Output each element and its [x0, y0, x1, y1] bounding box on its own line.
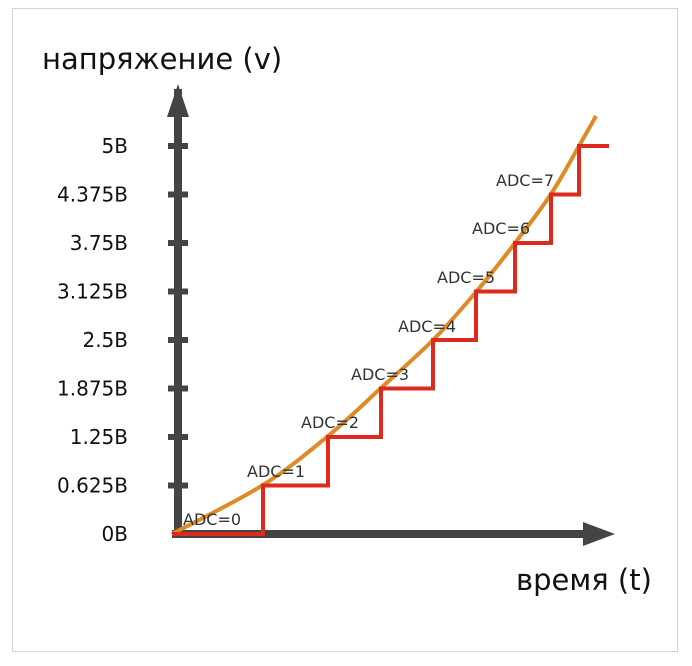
y-tick-label: 0B — [102, 522, 128, 546]
y-tick-label: 5B — [102, 134, 128, 158]
y-axis-title: напряжение (v) — [42, 42, 282, 76]
x-axis-title: время (t) — [516, 563, 652, 597]
adc-label: ADC=7 — [496, 171, 554, 190]
y-tick-label: 3.125B — [57, 280, 128, 304]
adc-label: ADC=0 — [183, 510, 241, 529]
x-axis-arrow — [583, 522, 615, 546]
y-tick-label: 1.875B — [57, 377, 128, 401]
y-tick-label: 3.75B — [70, 231, 128, 255]
adc-label: ADC=1 — [247, 462, 305, 481]
adc-step-line — [172, 144, 609, 536]
y-tick-label: 0.625B — [57, 474, 128, 498]
y-tick-label: 2.5B — [82, 328, 128, 352]
y-tick-label: 4.375B — [57, 183, 128, 207]
y-axis-arrow — [167, 84, 189, 117]
adc-label: ADC=6 — [472, 219, 530, 238]
y-tick-label: 1.25B — [70, 425, 128, 449]
analog-curve — [171, 115, 598, 536]
adc-label: ADC=4 — [398, 317, 456, 336]
y-ticks: 0B 0.625B 1.25B 1.875B 2.5B 3.125B 3.75B 4.375B… — [57, 134, 188, 546]
step-labels: ADC=0 ADC=1 ADC=2 ADC=3 ADC=4 ADC=5 ADC=6 ADC=7 — [183, 171, 554, 529]
adc-label: ADC=5 — [437, 268, 495, 287]
adc-label: ADC=2 — [301, 413, 359, 432]
adc-label: ADC=3 — [351, 365, 409, 384]
figure-frame — [12, 8, 678, 652]
